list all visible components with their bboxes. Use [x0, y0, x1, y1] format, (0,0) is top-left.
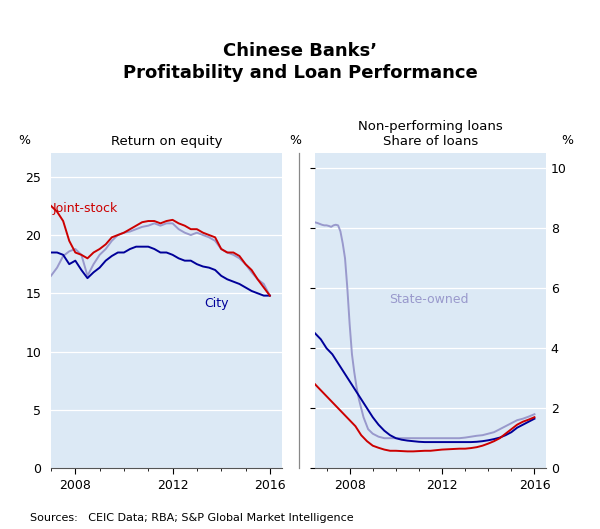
Text: %: %: [562, 134, 574, 147]
Text: Chinese Banks’
Profitability and Loan Performance: Chinese Banks’ Profitability and Loan Pe…: [122, 42, 478, 82]
Title: Non-performing loans
Share of loans: Non-performing loans Share of loans: [358, 120, 503, 148]
Text: %: %: [289, 134, 301, 147]
Text: City: City: [204, 297, 229, 311]
Text: State-owned: State-owned: [389, 293, 469, 306]
Text: Sources:   CEIC Data; RBA; S&P Global Market Intelligence: Sources: CEIC Data; RBA; S&P Global Mark…: [30, 513, 353, 523]
Text: %: %: [19, 134, 31, 147]
Title: Return on equity: Return on equity: [111, 135, 222, 148]
Text: Joint-stock: Joint-stock: [52, 202, 118, 215]
